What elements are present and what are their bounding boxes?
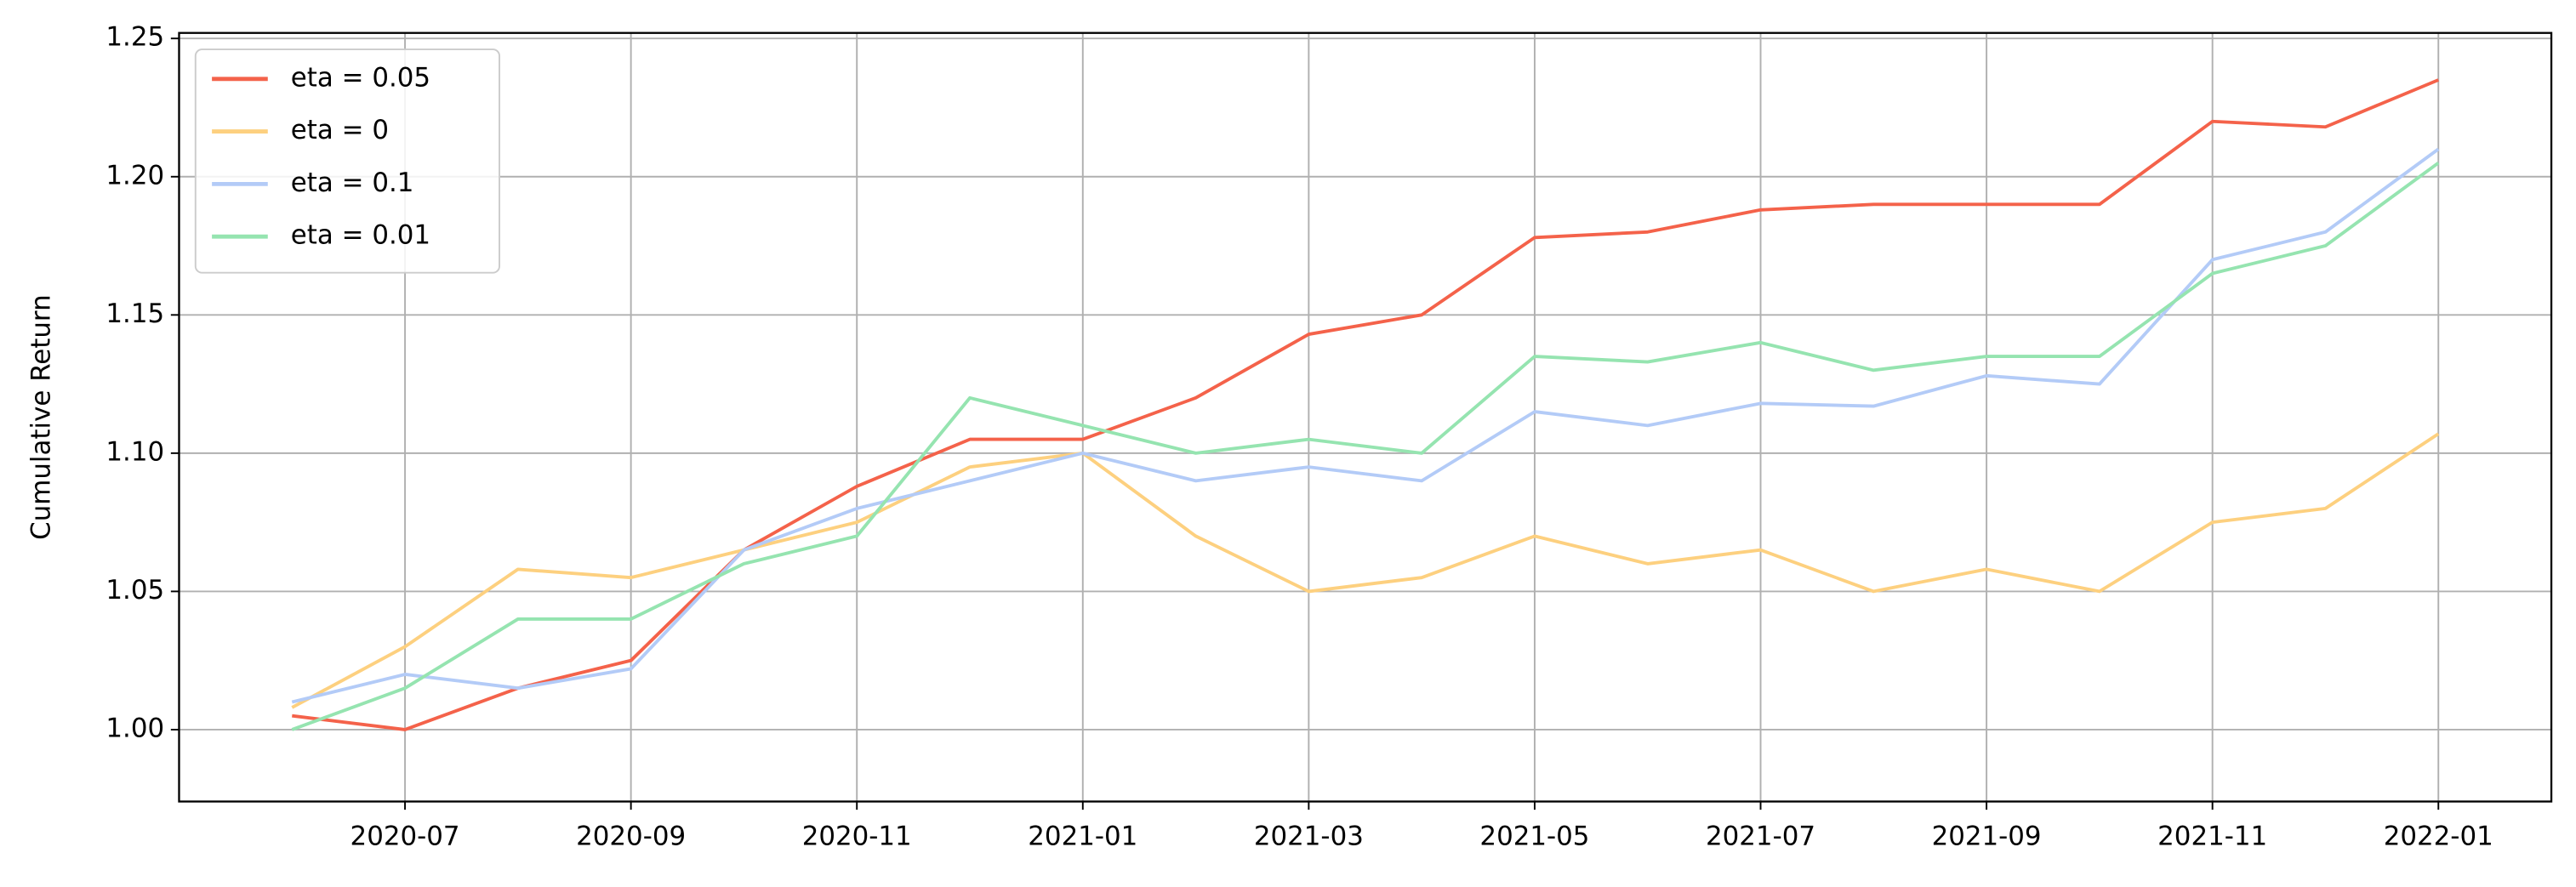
x-tick-label: 2021-03	[1254, 821, 1364, 851]
series-line	[291, 147, 2440, 704]
plot-frame	[178, 31, 2553, 803]
x-tick-label: 2021-01	[1028, 821, 1137, 851]
series-line	[291, 432, 2440, 709]
x-tick-label: 2020-07	[350, 821, 460, 851]
legend-box	[194, 48, 501, 274]
y-tick-label: 1.20	[105, 160, 164, 190]
legend-label: eta = 0.01	[291, 220, 430, 251]
x-tick-label: 2020-09	[576, 821, 686, 851]
legend-label: eta = 0	[291, 115, 389, 145]
series-line	[292, 78, 2439, 731]
y-axis-label: Cumulative Return	[26, 294, 57, 539]
series-line	[291, 161, 2440, 731]
x-tick-label: 2021-09	[1932, 821, 2042, 851]
y-tick-label: 1.10	[105, 436, 164, 467]
legend-label: eta = 0.05	[291, 62, 430, 93]
x-tick-label: 2020-11	[802, 821, 912, 851]
x-tick-label: 2022-01	[2384, 821, 2493, 851]
y-tick-label: 1.05	[105, 575, 164, 606]
x-tick-label: 2021-07	[1706, 821, 1815, 851]
y-tick-label: 1.00	[105, 713, 164, 743]
x-tick-label: 2021-05	[1479, 821, 1589, 851]
y-tick-label: 1.15	[105, 299, 164, 329]
legend-label: eta = 0.1	[291, 168, 414, 198]
x-tick-label: 2021-11	[2157, 821, 2267, 851]
y-tick-label: 1.25	[105, 22, 164, 53]
